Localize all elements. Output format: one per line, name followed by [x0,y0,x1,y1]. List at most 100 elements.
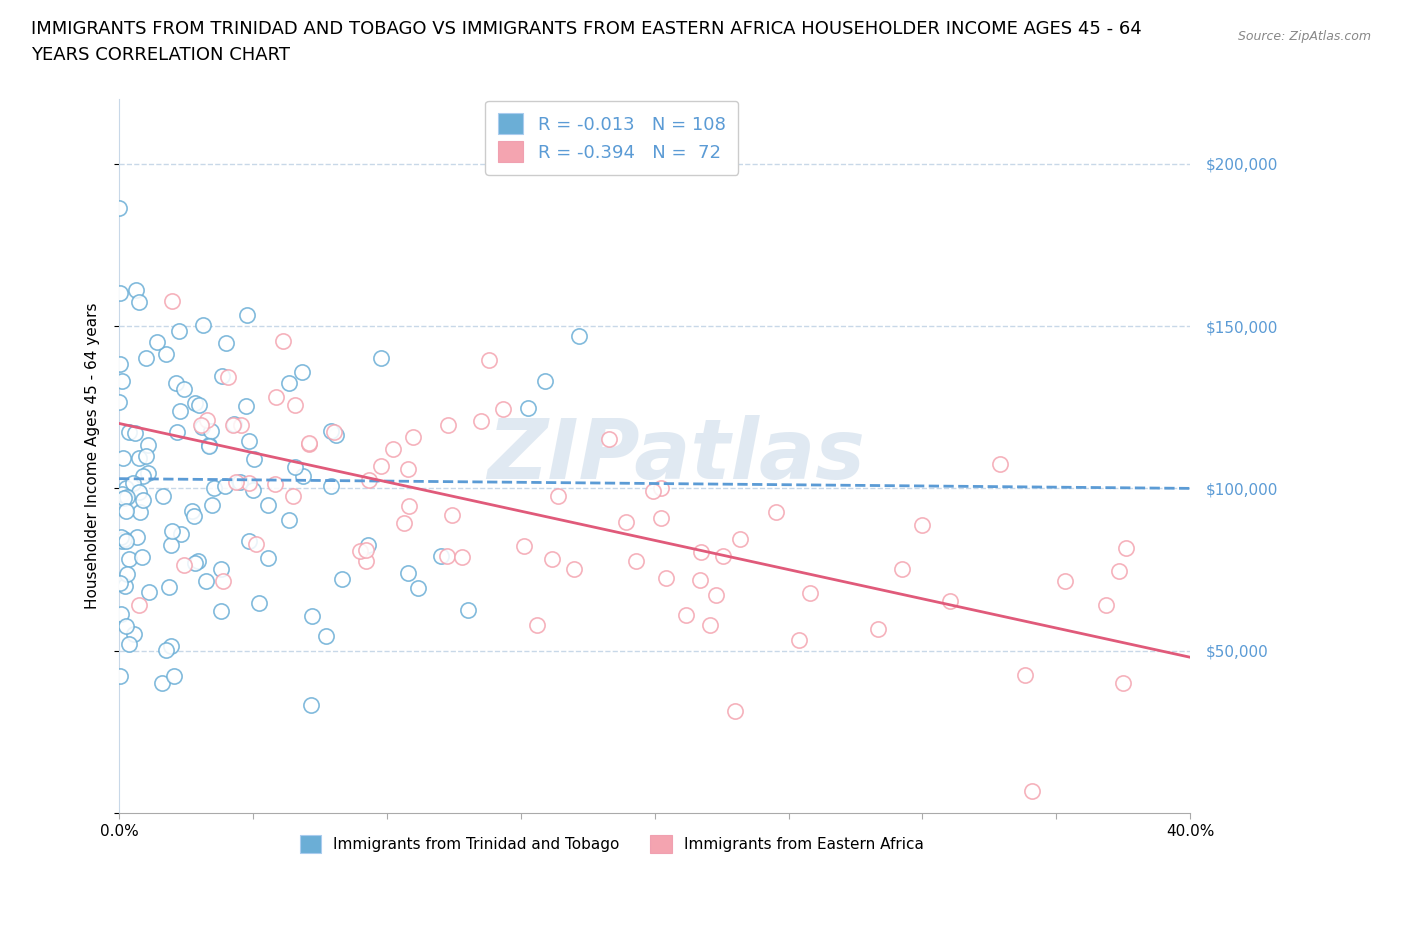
Point [108,575,131,590]
Point [111,486,134,501]
Point [197,412,219,427]
Point [457,603,479,618]
Point [138,465,160,480]
Point [711,549,734,564]
Point [184,556,207,571]
Point [699,618,721,632]
Point [689,573,711,588]
Point [181,504,204,519]
Point [242,451,264,466]
Y-axis label: Householder Income Ages 45 - 64 years: Householder Income Ages 45 - 64 years [86,302,100,609]
Point [112,451,135,466]
Point [195,574,218,589]
Point [132,492,155,507]
Point [278,512,301,527]
Point [236,307,259,322]
Text: ZIPatlas: ZIPatlas [486,416,865,497]
Point [319,479,342,494]
Point [112,491,135,506]
Point [284,397,307,412]
Point [124,426,146,441]
Point [349,543,371,558]
Point [1115,540,1137,555]
Point [284,459,307,474]
Point [110,529,132,544]
Point [450,550,472,565]
Point [209,562,232,577]
Point [155,346,177,361]
Point [229,418,252,432]
Text: IMMIGRANTS FROM TRINIDAD AND TOBAGO VS IMMIGRANTS FROM EASTERN AFRICA HOUSEHOLDE: IMMIGRANTS FROM TRINIDAD AND TOBAGO VS I… [31,20,1142,38]
Point [1112,676,1135,691]
Point [167,324,190,339]
Point [138,584,160,599]
Point [200,424,222,439]
Point [198,439,221,454]
Point [1053,574,1076,589]
Point [214,478,236,493]
Point [225,474,247,489]
Point [356,538,378,552]
Point [114,578,136,593]
Point [319,424,342,439]
Point [988,456,1011,471]
Point [408,580,430,595]
Point [163,669,186,684]
Point [513,538,536,553]
Point [689,545,711,560]
Point [128,485,150,499]
Point [650,481,672,496]
Point [235,399,257,414]
Point [193,318,215,333]
Point [354,542,377,557]
Point [402,430,425,445]
Point [789,633,811,648]
Text: YEARS CORRELATION CHART: YEARS CORRELATION CHART [31,46,290,64]
Point [675,607,697,622]
Point [430,548,453,563]
Point [891,562,914,577]
Point [128,597,150,612]
Point [128,295,150,310]
Point [437,418,460,432]
Point [115,534,138,549]
Point [173,558,195,573]
Point [132,468,155,483]
Point [201,498,224,512]
Point [247,595,270,610]
Point [298,436,321,451]
Point [211,574,233,589]
Point [650,511,672,525]
Point [202,481,225,496]
Point [238,433,260,448]
Point [112,531,135,546]
Point [229,475,252,490]
Point [173,381,195,396]
Point [111,374,134,389]
Point [222,417,245,432]
Point [152,488,174,503]
Point [534,374,557,389]
Point [166,424,188,439]
Point [146,335,169,350]
Point [165,376,187,391]
Point [866,621,889,636]
Point [263,477,285,492]
Point [315,629,337,644]
Point [159,538,181,552]
Point [436,549,458,564]
Point [150,676,173,691]
Point [160,639,183,654]
Point [370,351,392,365]
Legend: Immigrants from Trinidad and Tobago, Immigrants from Eastern Africa: Immigrants from Trinidad and Tobago, Imm… [294,830,929,859]
Point [441,507,464,522]
Point [939,594,962,609]
Point [398,498,420,513]
Point [169,404,191,418]
Point [115,481,138,496]
Point [299,698,322,712]
Point [730,532,752,547]
Point [325,427,347,442]
Point [392,515,415,530]
Point [110,534,132,549]
